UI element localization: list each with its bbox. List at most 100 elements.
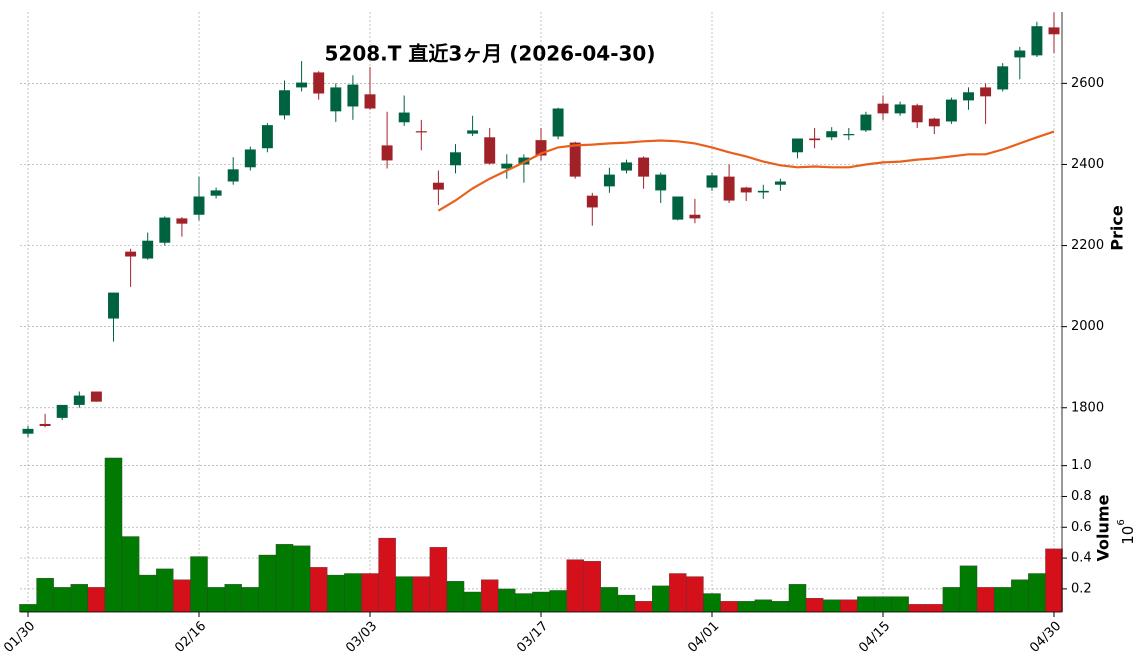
volume-bar — [480, 579, 499, 613]
x-tick-label: 03/17 — [514, 619, 551, 656]
candle-body — [90, 391, 102, 402]
volume-tick-label: 0.4 — [1071, 551, 1092, 566]
y-tick-label: 2400 — [1071, 157, 1104, 172]
volume-bar — [292, 545, 311, 613]
volume-bar — [224, 584, 242, 613]
volume-bar — [361, 573, 379, 613]
volume-bar — [669, 573, 687, 613]
candle-body — [432, 182, 444, 190]
volume-bar — [925, 604, 944, 613]
volume-bar — [498, 588, 516, 613]
y-tick-label: 2000 — [1071, 319, 1104, 334]
x-tick-label: 02/16 — [172, 619, 209, 656]
volume-bar — [805, 597, 824, 613]
volume-bar — [566, 559, 584, 613]
y-tick-label: 2200 — [1071, 238, 1104, 253]
volume-bar — [207, 587, 225, 613]
candle-body — [450, 152, 461, 166]
candle-body — [108, 292, 119, 319]
candle-body — [518, 157, 530, 165]
candle-body — [945, 99, 957, 122]
candle-body — [364, 94, 376, 109]
moving-average-line — [437, 130, 1055, 212]
candle-body — [860, 114, 872, 131]
candle-body — [672, 196, 684, 220]
candle-body — [56, 404, 68, 418]
x-tick-label: 03/03 — [343, 619, 380, 656]
candle-body — [843, 134, 855, 136]
volume-bar — [156, 568, 174, 613]
volume-bar — [994, 587, 1012, 613]
candle-body — [963, 92, 974, 101]
volume-bar — [857, 596, 875, 613]
candle-body — [398, 112, 410, 123]
volume-bar — [463, 591, 482, 613]
volume-bar — [241, 587, 260, 613]
candle-body — [980, 87, 992, 97]
candle-body — [877, 103, 889, 114]
volume-bar — [823, 599, 841, 613]
volume-bar — [754, 599, 773, 613]
volume-bar — [549, 590, 567, 613]
candle-body — [638, 157, 650, 177]
candle-body — [655, 174, 667, 191]
volume-bar — [412, 576, 431, 613]
candle-body — [826, 131, 838, 138]
volume-bar — [378, 537, 396, 613]
candle-body — [809, 138, 821, 141]
volume-tick-label: 0.2 — [1071, 581, 1092, 596]
volume-bar — [600, 587, 619, 613]
volume-bar — [737, 601, 755, 613]
candle-body — [774, 181, 786, 185]
candle-body — [621, 162, 632, 171]
volume-bar — [173, 579, 191, 613]
candle-body — [125, 251, 137, 257]
volume-bar — [309, 567, 328, 613]
candle-body — [586, 195, 598, 208]
candle-body — [484, 137, 496, 164]
candle-body — [1048, 27, 1060, 35]
candle-body — [210, 190, 222, 196]
volume-bar — [327, 574, 345, 613]
candle-body — [467, 130, 479, 134]
volume-bar — [36, 577, 54, 613]
candle-body — [757, 190, 769, 193]
candle-body — [347, 84, 359, 107]
volume-bar — [583, 561, 602, 613]
volume-bar — [532, 591, 550, 613]
volume-tick-label: 0.8 — [1071, 489, 1092, 504]
volume-bar — [1028, 573, 1046, 613]
candle-body — [997, 66, 1009, 90]
volume-bar — [275, 544, 294, 613]
volume-bar — [1011, 579, 1029, 613]
candle-body — [176, 218, 188, 224]
volume-axis-label: Volume — [1094, 494, 1113, 561]
volume-scale-exponent: 6 — [1116, 519, 1127, 525]
candle-body — [569, 142, 581, 177]
volume-bar — [19, 604, 37, 613]
volume-bar — [634, 601, 653, 613]
candle-body — [330, 87, 342, 112]
volume-bar — [976, 587, 995, 613]
candle-body — [928, 118, 940, 127]
candle-body — [603, 174, 615, 187]
candle-body — [689, 214, 701, 219]
y-tick-label: 2600 — [1071, 76, 1104, 91]
y-tick-label: 1800 — [1071, 400, 1104, 415]
volume-bar — [53, 587, 71, 613]
volume-tick-label: 0.6 — [1071, 520, 1092, 535]
x-tick-label: 04/30 — [1027, 619, 1064, 656]
candle-body — [142, 240, 154, 259]
candle-body — [22, 428, 34, 434]
candle-body — [1014, 50, 1026, 58]
volume-bar — [703, 593, 721, 613]
candle-body — [552, 108, 564, 137]
candle-body — [39, 423, 51, 426]
candle-body — [535, 140, 547, 156]
x-tick-label: 04/15 — [856, 619, 893, 656]
volume-bar — [840, 599, 858, 613]
volume-bar — [652, 585, 670, 613]
volume-bar — [515, 593, 533, 613]
volume-scale: 106 — [1116, 519, 1137, 544]
